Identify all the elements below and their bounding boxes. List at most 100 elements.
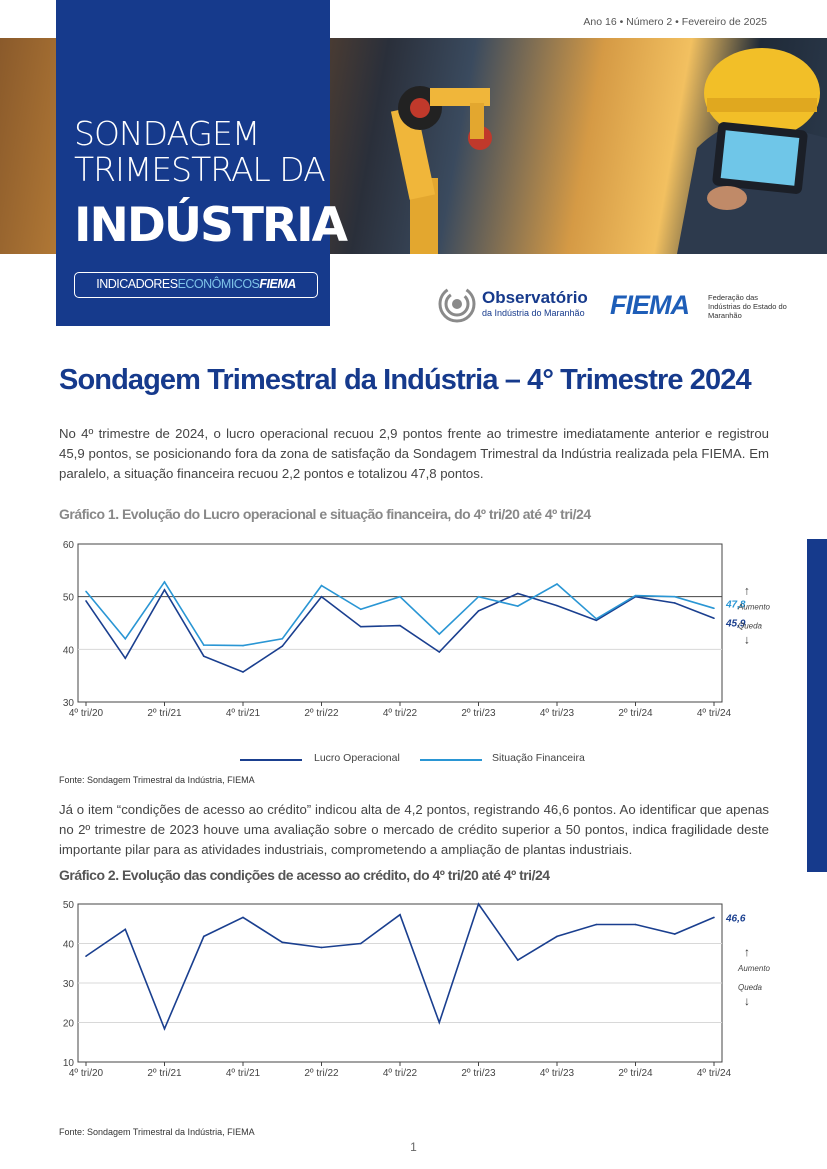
data-point-0-5	[281, 941, 284, 944]
down-label: Queda	[738, 983, 763, 992]
fiema-subtitle: Federação das Indústrias do Estado do Ma…	[708, 293, 787, 320]
legend-swatch-lucro	[240, 759, 302, 761]
x-tick-label: 2º tri/24	[618, 708, 653, 719]
data-point-0-0	[85, 600, 87, 602]
y-tick-label: 40	[63, 940, 75, 951]
data-point-1-12	[556, 583, 558, 585]
end-value-label-0: 46,6	[725, 913, 746, 924]
up-arrow-icon: ↑	[744, 584, 750, 598]
x-tick-label: 4º tri/21	[226, 708, 261, 719]
data-point-0-1	[124, 657, 127, 660]
y-tick-label: 60	[63, 540, 75, 551]
data-point-1-15	[673, 595, 676, 598]
observatorio-logo-icon	[438, 285, 476, 323]
page-number: 1	[410, 1140, 417, 1154]
y-tick-label: 20	[63, 1019, 75, 1030]
data-point-0-0	[85, 955, 87, 957]
x-tick-label: 4º tri/23	[540, 1068, 575, 1079]
x-tick-label: 4º tri/24	[697, 708, 732, 719]
fiema-logo: FIEMA Federação das Indústrias do Estado…	[610, 290, 790, 324]
data-point-0-8	[399, 624, 401, 627]
chart1-source: Fonte: Sondagem Trimestral da Indústria,…	[59, 775, 255, 785]
data-point-0-6	[320, 946, 323, 949]
page-title: Sondagem Trimestral da Indústria – 4° Tr…	[59, 364, 752, 396]
data-point-1-8	[399, 595, 401, 598]
data-point-1-14	[634, 594, 637, 597]
data-point-0-4	[242, 671, 244, 673]
y-tick-label: 30	[63, 979, 75, 990]
legend-label-lucro: Lucro Operacional	[314, 752, 400, 764]
data-point-0-14	[634, 923, 637, 926]
data-point-0-4	[242, 916, 244, 919]
data-point-0-5	[281, 645, 284, 647]
x-tick-label: 2º tri/24	[618, 1068, 653, 1079]
data-point-0-10	[477, 903, 480, 905]
data-point-1-3	[202, 644, 205, 646]
y-tick-label: 30	[63, 698, 75, 709]
robot-arm-illustration	[390, 86, 492, 254]
x-tick-label: 4º tri/20	[69, 708, 104, 719]
data-point-1-0	[85, 590, 87, 593]
data-point-1-1	[124, 638, 127, 640]
chart1-lucro-situacao: 30 40 50 60 4º tri/20 2º tri/21 4º tri/21 2º tr…	[63, 540, 771, 719]
data-point-0-13	[595, 619, 598, 622]
data-point-1-5	[281, 638, 284, 640]
x-tick-label: 4º tri/22	[383, 708, 418, 719]
y-tick-label: 50	[63, 593, 75, 604]
end-value-label-1: 47,8	[725, 599, 746, 610]
x-tick-label: 2º tri/21	[147, 1068, 182, 1079]
data-point-0-2	[163, 589, 166, 591]
x-tick-label: 4º tri/21	[226, 1068, 261, 1079]
y-tick-label: 10	[63, 1058, 75, 1069]
worker-with-tablet-illustration	[677, 48, 827, 254]
cover-title-line1: SONDAGEM	[74, 114, 260, 153]
cover-title-line3: INDÚSTRIA	[74, 198, 348, 253]
data-point-0-2	[163, 1028, 166, 1030]
badge-part3: FIEMA	[259, 277, 296, 291]
data-point-0-12	[556, 935, 558, 938]
x-tick-label: 4º tri/24	[697, 1068, 732, 1079]
data-point-0-13	[595, 923, 598, 926]
y-tick-label: 50	[63, 900, 75, 911]
x-tick-label: 2º tri/23	[461, 1068, 496, 1079]
data-point-0-1	[124, 928, 127, 931]
x-tick-label: 4º tri/20	[69, 1068, 104, 1079]
badge-part2: ECONÔMICOS	[177, 277, 260, 291]
cover-title-box: SONDAGEM TRIMESTRAL DA INDÚSTRIA INDICAD…	[56, 0, 348, 326]
data-point-0-15	[673, 933, 676, 935]
data-point-0-7	[359, 625, 362, 628]
up-label: Aumento	[737, 603, 771, 612]
observatorio-subtitle: da Indústria do Maranhão	[482, 308, 585, 318]
chart2-acesso-credito: 10 20 30 40 50 4º tri/20 2º tri/21 4º tri/21 2º …	[63, 900, 771, 1079]
data-point-0-7	[359, 942, 362, 945]
cover-title-line2: TRIMESTRAL DA	[74, 150, 326, 189]
intro-paragraph: No 4º trimestre de 2024, o lucro operaci…	[59, 426, 769, 481]
up-arrow-icon: ↑	[744, 945, 750, 959]
data-point-0-10	[477, 610, 480, 612]
cover-title-top: SONDAGEM TRIMESTRAL DA	[74, 114, 326, 189]
x-tick-label: 4º tri/23	[540, 708, 575, 719]
data-point-1-16	[713, 607, 715, 610]
y-tick-label: 40	[63, 645, 75, 656]
data-point-1-11	[516, 605, 519, 607]
data-point-1-13	[595, 617, 598, 620]
down-arrow-icon: ↓	[744, 633, 750, 647]
x-tick-label: 2º tri/23	[461, 708, 496, 719]
up-label: Aumento	[737, 964, 771, 973]
x-tick-label: 2º tri/21	[147, 708, 182, 719]
indicadores-badge: INDICADORESECONÔMICOSFIEMA	[74, 272, 318, 298]
credit-paragraph: Já o item “condições de acesso ao crédit…	[59, 802, 769, 857]
data-point-0-11	[516, 959, 519, 961]
data-point-0-12	[556, 604, 558, 607]
legend-label-situacao: Situação Financeira	[492, 752, 585, 764]
data-point-1-2	[163, 581, 166, 583]
series-line-0	[85, 588, 715, 673]
side-accent-bar	[807, 539, 827, 872]
data-point-0-9	[438, 651, 441, 653]
chart2-source: Fonte: Sondagem Trimestral da Indústria,…	[59, 1127, 255, 1137]
badge-part1: INDICADORES	[96, 277, 178, 291]
down-arrow-icon: ↓	[744, 994, 750, 1008]
chart1-legend: Lucro Operacional Situação Financeira	[240, 752, 640, 768]
data-point-1-6	[320, 584, 323, 587]
plot-frame	[77, 543, 723, 703]
